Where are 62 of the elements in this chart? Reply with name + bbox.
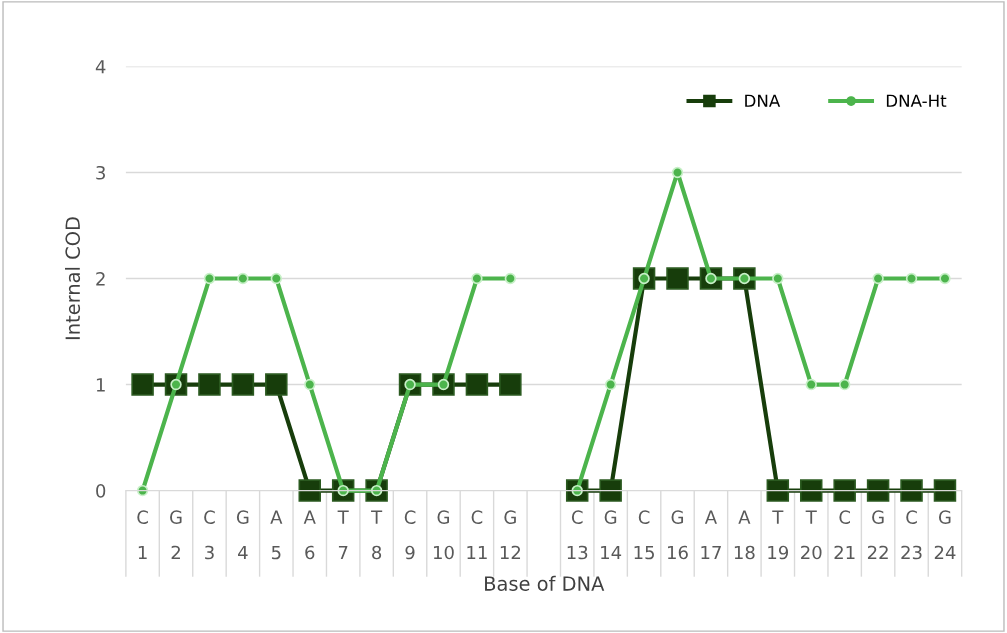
category-label: T 19: [768, 510, 789, 560]
y-tick-label: 3: [96, 165, 105, 180]
point: [833, 479, 856, 502]
point: [666, 267, 689, 290]
x-tick-label: C 21: [834, 510, 855, 560]
category-label: T 8: [371, 510, 383, 560]
category-label: C 1: [137, 510, 148, 560]
category-label: T 7: [337, 510, 349, 560]
point: [298, 479, 322, 502]
y-axis-title: Internal COD: [65, 217, 81, 340]
x-tick-label: C 23: [901, 510, 922, 560]
x-tick-label: G 24: [934, 510, 956, 560]
category-label: C 15: [634, 510, 654, 560]
point: [838, 378, 851, 391]
y-tick-label: 1: [96, 378, 105, 392]
category-label: A 17: [701, 510, 721, 560]
point: [905, 272, 918, 285]
point: [471, 272, 483, 285]
x-tick-label: C 13: [567, 510, 588, 560]
point: [766, 479, 790, 502]
point: [772, 272, 784, 285]
legend-label: DNA: [745, 94, 781, 107]
point: [304, 378, 316, 391]
category-label: A 5: [270, 510, 283, 560]
point: [604, 378, 617, 391]
point: [198, 373, 221, 396]
x-tick-label: G 16: [668, 510, 688, 560]
point: [799, 479, 823, 502]
y-tick-label: 0: [96, 484, 106, 498]
point: [231, 373, 255, 396]
category-label: T 20: [801, 510, 822, 560]
category-label: A 6: [303, 510, 316, 560]
point: [265, 373, 288, 396]
category-label: G 4: [236, 510, 249, 560]
point: [900, 479, 923, 502]
x-tick-label: C 3: [204, 510, 215, 560]
point: [499, 373, 522, 396]
category-label: C 11: [467, 510, 487, 560]
legend-label: DNA-Ht: [886, 94, 947, 107]
point: [599, 479, 622, 502]
y-tick-label: 4: [95, 60, 106, 74]
x-tick-label: G 12: [500, 510, 521, 560]
point: [270, 272, 283, 285]
point: [805, 378, 817, 391]
point: [465, 373, 489, 396]
point: [131, 373, 154, 396]
point: [933, 479, 957, 502]
x-tick-label: G 2: [170, 510, 182, 560]
x-tick-label: C 9: [404, 510, 416, 560]
point: [872, 272, 884, 285]
point: [671, 166, 684, 179]
point: [504, 272, 517, 285]
category-label: G 14: [601, 510, 622, 560]
y-tick-label: 2: [96, 271, 105, 286]
point: [866, 479, 890, 502]
point: [237, 272, 249, 285]
x-tick-label: G 10: [433, 510, 454, 560]
point: [203, 272, 216, 285]
x-axis-title: Base of DNA: [485, 575, 605, 591]
x-tick-label: G 22: [867, 510, 888, 560]
category-label: A 18: [734, 510, 755, 560]
point: [939, 272, 951, 285]
